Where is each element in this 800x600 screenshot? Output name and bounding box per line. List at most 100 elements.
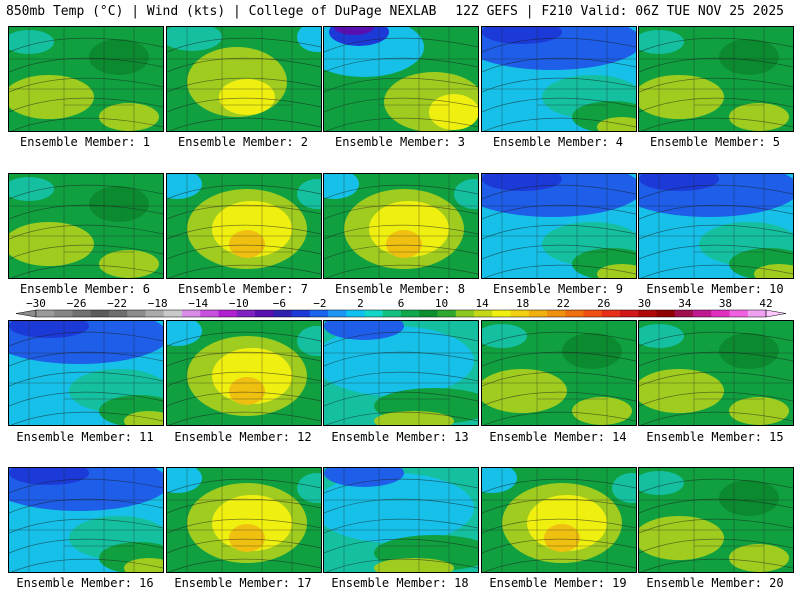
contour-line xyxy=(639,184,793,200)
contour-line xyxy=(639,478,793,494)
contour-line xyxy=(167,57,321,73)
contour-line xyxy=(640,411,793,425)
colorbar-swatch xyxy=(182,310,201,317)
colorbar-tick-label: −10 xyxy=(229,297,249,310)
temperature-map xyxy=(639,174,793,278)
temperature-shading xyxy=(99,250,159,278)
colorbar-swatch xyxy=(565,310,584,317)
colorbar-tick-label: −30 xyxy=(26,297,46,310)
ensemble-map-panel xyxy=(166,320,322,426)
contour-line xyxy=(167,224,321,240)
ensemble-map-panel xyxy=(638,320,794,426)
colorbar-swatch xyxy=(346,310,365,317)
contour-line xyxy=(324,371,478,387)
contour-line xyxy=(10,264,163,278)
temperature-shading xyxy=(612,473,636,503)
temperature-shading xyxy=(297,473,321,503)
colorbar-tick-label: −18 xyxy=(148,297,168,310)
contour-line xyxy=(10,117,163,131)
contour-line xyxy=(9,331,163,347)
contour-line xyxy=(167,351,321,367)
colorbar-tick-label: 18 xyxy=(516,297,529,310)
temperature-shading xyxy=(324,473,474,543)
temperature-shading xyxy=(219,79,275,115)
contour-line xyxy=(167,184,321,200)
contour-line xyxy=(167,371,321,387)
contour-line xyxy=(167,478,321,494)
contour-line xyxy=(482,224,636,240)
temperature-shading xyxy=(374,558,454,572)
colorbar-tick-label: −22 xyxy=(107,297,127,310)
contour-line xyxy=(639,77,793,93)
contour-line xyxy=(9,478,163,494)
contour-line xyxy=(325,264,478,278)
ensemble-map-panel xyxy=(8,467,164,573)
colorbar-swatch xyxy=(693,310,712,317)
ensemble-member-label: Ensemble Member: 5 xyxy=(649,135,781,149)
colorbar-swatch xyxy=(364,310,384,317)
temperature-shading xyxy=(639,516,724,560)
colorbar-swatch xyxy=(620,310,639,317)
colorbar-swatch xyxy=(236,310,256,317)
colorbar-tick-label: 30 xyxy=(638,297,651,310)
colorbar-swatch xyxy=(163,310,183,317)
ensemble-member-label: Ensemble Member: 1 xyxy=(19,135,151,149)
ensemble-member-label: Ensemble Member: 10 xyxy=(646,282,784,296)
map-title: 850mb Temp (°C) | Wind (kts) | College o… xyxy=(6,4,437,19)
contour-line xyxy=(482,204,636,220)
contour-line xyxy=(168,411,321,425)
temperature-shading xyxy=(297,326,321,356)
ensemble-map-panel xyxy=(638,26,794,132)
ensemble-member-label: Ensemble Member: 18 xyxy=(331,576,469,590)
ensemble-member-label: Ensemble Member: 7 xyxy=(177,282,309,296)
temperature-shading xyxy=(562,333,622,369)
contour-line xyxy=(167,244,321,260)
temperature-map xyxy=(324,321,478,425)
contour-line xyxy=(639,244,793,260)
contour-line xyxy=(9,204,163,220)
contour-line xyxy=(167,331,321,347)
colorbar-swatch xyxy=(328,310,347,317)
contour-line xyxy=(482,97,636,113)
colorbar-swatch xyxy=(747,310,767,317)
contour-line xyxy=(10,558,163,572)
contour-line xyxy=(482,498,636,514)
contour-line xyxy=(9,184,163,200)
colorbar-swatch xyxy=(401,310,420,317)
contour-line xyxy=(482,331,636,347)
contour-line xyxy=(639,204,793,220)
ensemble-map-panel xyxy=(481,467,637,573)
ensemble-map-panel xyxy=(323,173,479,279)
contour-line xyxy=(10,411,163,425)
temperature-shading xyxy=(229,230,265,258)
temperature-shading xyxy=(297,179,321,209)
ensemble-map-panel xyxy=(481,26,637,132)
colorbar-tick-label: 6 xyxy=(398,297,405,310)
temperature-shading xyxy=(719,480,779,516)
contour-line xyxy=(639,331,793,347)
contour-line xyxy=(167,538,321,554)
ensemble-map-panel xyxy=(481,320,637,426)
colorbar-tick-label: −14 xyxy=(188,297,208,310)
contour-line xyxy=(9,351,163,367)
colorbar-swatch xyxy=(54,310,73,317)
contour-line xyxy=(9,57,163,73)
temperature-map xyxy=(324,27,478,131)
contour-line xyxy=(482,518,636,534)
contour-line xyxy=(639,224,793,240)
temperature-map xyxy=(482,27,636,131)
ensemble-member-label: Ensemble Member: 9 xyxy=(492,282,624,296)
temperature-shading xyxy=(719,333,779,369)
contour-line xyxy=(639,518,793,534)
temperature-shading xyxy=(229,377,265,405)
temperature-map xyxy=(9,27,163,131)
contour-line xyxy=(640,558,793,572)
temperature-map xyxy=(639,321,793,425)
temperature-shading xyxy=(719,39,779,75)
colorbar-swatch xyxy=(218,310,238,317)
ensemble-map-panel xyxy=(323,320,479,426)
contour-line xyxy=(325,117,478,131)
ensemble-member-label: Ensemble Member: 17 xyxy=(174,576,312,590)
temperature-map xyxy=(167,321,321,425)
temperature-shading xyxy=(167,174,202,199)
